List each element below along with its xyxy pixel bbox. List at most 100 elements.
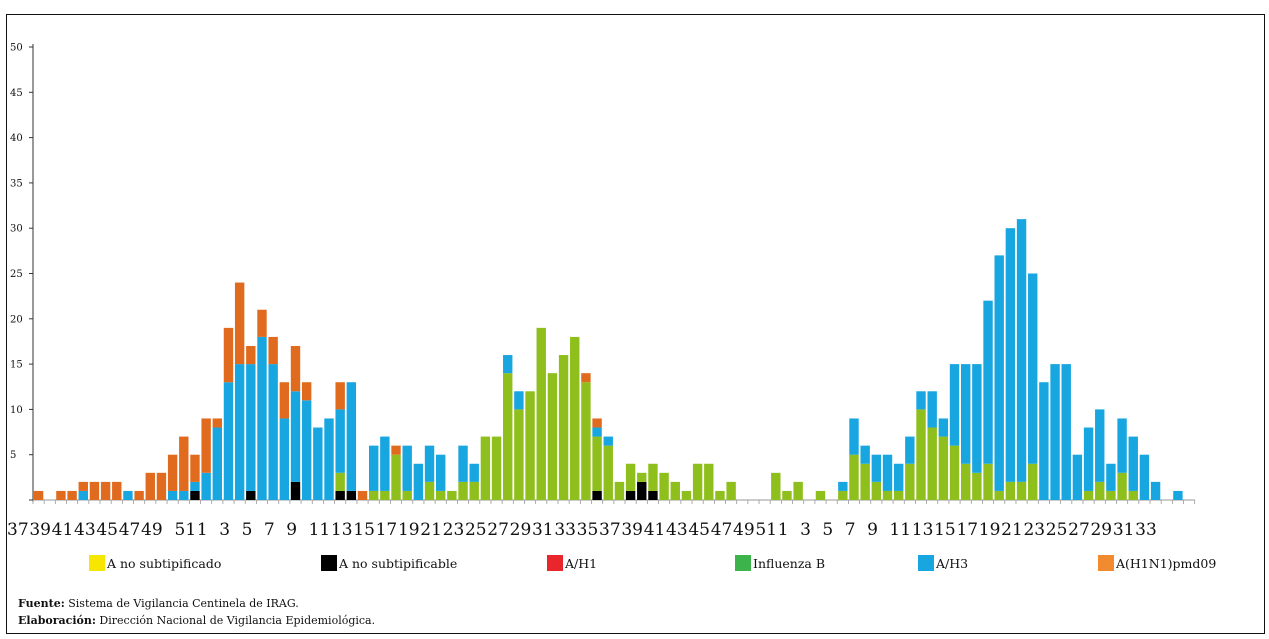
y-tick-label: 40 <box>10 133 23 144</box>
x-tick-label: 43 <box>666 520 688 540</box>
bar-segment-series-4 <box>972 364 982 473</box>
bar-segment-series-4 <box>1061 364 1071 500</box>
bar-segment-series-4 <box>212 427 222 500</box>
legend-label: A no subtipificable <box>338 556 457 571</box>
bar-segment-series-3 <box>581 382 591 500</box>
x-tick-label: 45 <box>96 520 118 540</box>
bar-segment-series-1 <box>625 490 636 500</box>
legend-swatch <box>735 555 751 571</box>
x-tick-label: 3 <box>800 520 811 540</box>
bar-segment-series-3 <box>1095 481 1105 500</box>
bar-segment-series-5 <box>290 345 301 392</box>
bar-segment-series-3 <box>547 373 558 500</box>
x-tick-label: 1 <box>778 520 789 540</box>
chart-frame <box>6 14 1265 634</box>
bar-segment-series-3 <box>592 436 602 491</box>
bar-segment-series-3 <box>380 490 390 500</box>
x-tick-label: 5 <box>822 520 833 540</box>
bar-segment-series-3 <box>871 481 882 500</box>
x-tick-label: 51 <box>175 520 197 540</box>
bar-segment-series-1 <box>335 490 345 500</box>
bar-segment-series-5 <box>89 481 100 500</box>
x-tick-label: 47 <box>119 520 141 540</box>
bar-segment-series-3 <box>391 454 401 500</box>
x-tick-label: 41 <box>644 520 666 540</box>
y-tick-label: 25 <box>10 269 23 280</box>
bar-segment-series-4 <box>949 364 960 446</box>
bar-segment-series-3 <box>1005 481 1016 500</box>
x-tick-label: 29 <box>510 520 532 540</box>
x-tick-label: 23 <box>1023 520 1045 540</box>
bar-segment-series-5 <box>78 481 88 491</box>
x-tick-label: 33 <box>554 520 576 540</box>
legend-swatch <box>547 555 563 571</box>
x-tick-label: 5 <box>242 520 253 540</box>
bar-segment-series-3 <box>704 463 714 500</box>
bar-segment-series-5 <box>357 490 368 500</box>
x-tick-labels: 37 39 41 43 45 47 49 51 1 3 5 7 9 11 13 15 17 19 21 23 25 27 2… <box>7 520 1157 540</box>
bar-segment-series-3 <box>503 373 513 500</box>
x-tick-label: 27 <box>1068 520 1090 540</box>
bar-segment-series-3 <box>436 490 446 500</box>
bar-segment-series-5 <box>33 490 44 500</box>
bar-segment-series-3 <box>424 481 435 500</box>
bar-segment-series-3 <box>491 436 502 500</box>
bar-segment-series-4 <box>838 481 848 491</box>
x-tick-label: 21 <box>1001 520 1023 540</box>
bar-segment-series-4 <box>1106 463 1116 491</box>
bar-segment-series-5 <box>134 490 144 500</box>
bar-segment-series-4 <box>167 490 178 500</box>
y-tick-label: 10 <box>10 405 23 416</box>
x-tick-label: 21 <box>420 520 442 540</box>
bar-segment-series-4 <box>849 418 859 455</box>
bar-segment-series-5 <box>301 382 312 401</box>
bar-segment-series-3 <box>838 490 848 500</box>
bar-segment-series-3 <box>961 463 971 500</box>
bar-segment-series-3 <box>782 490 792 500</box>
bar-segment-series-4 <box>1173 490 1183 500</box>
bar-segment-series-4 <box>458 445 468 482</box>
bar-segment-series-3 <box>1117 472 1127 500</box>
bar-segment-series-4 <box>1095 409 1105 482</box>
bar-segment-series-4 <box>402 445 412 491</box>
bar-segment-series-4 <box>223 382 234 500</box>
bar-segment-series-4 <box>1005 228 1016 482</box>
legend-swatch <box>321 555 337 571</box>
bar-segment-series-4 <box>1039 382 1049 500</box>
y-tick-label: 45 <box>10 88 23 99</box>
bar-segment-series-4 <box>1028 273 1038 464</box>
legend-label: A/H1 <box>564 556 597 571</box>
x-tick-label: 1 <box>197 520 208 540</box>
bar-segment-series-3 <box>603 445 613 500</box>
bar-segment-series-1 <box>648 490 658 500</box>
legend-swatch <box>1098 555 1114 571</box>
legend-swatch <box>89 555 105 571</box>
x-tick-label: 7 <box>845 520 856 540</box>
bar-segment-series-3 <box>614 481 625 500</box>
bar-segment-series-4 <box>201 472 211 500</box>
bar-segment-series-3 <box>637 472 647 482</box>
bar-segment-series-4 <box>983 300 993 464</box>
bar-segment-series-5 <box>268 336 278 365</box>
bar-segment-series-5 <box>112 481 122 500</box>
bar-segment-series-3 <box>882 490 893 500</box>
bar-segment-series-4 <box>78 490 88 500</box>
x-tick-label: 43 <box>74 520 96 540</box>
bar-segment-series-4 <box>346 382 357 491</box>
footer-source-label: Fuente: <box>18 597 65 610</box>
legend-label: A/H3 <box>935 556 968 571</box>
bar-segment-series-4 <box>1117 418 1127 473</box>
bar-segment-series-4 <box>313 427 323 500</box>
bar-segment-series-5 <box>156 472 167 500</box>
bar-segment-series-3 <box>793 481 803 500</box>
bar-segment-series-3 <box>536 327 546 500</box>
footer-source: Fuente: Sistema de Vigilancia Centinela … <box>18 597 299 610</box>
bar-segment-series-4 <box>871 454 882 482</box>
bar-segment-series-3 <box>893 490 904 500</box>
bar-segment-series-3 <box>368 490 379 500</box>
x-tick-label: 25 <box>465 520 487 540</box>
bar-segment-series-3 <box>771 472 781 500</box>
bar-segment-series-4 <box>514 391 524 410</box>
x-tick-label: 29 <box>1090 520 1112 540</box>
bar-segment-series-3 <box>938 436 949 500</box>
